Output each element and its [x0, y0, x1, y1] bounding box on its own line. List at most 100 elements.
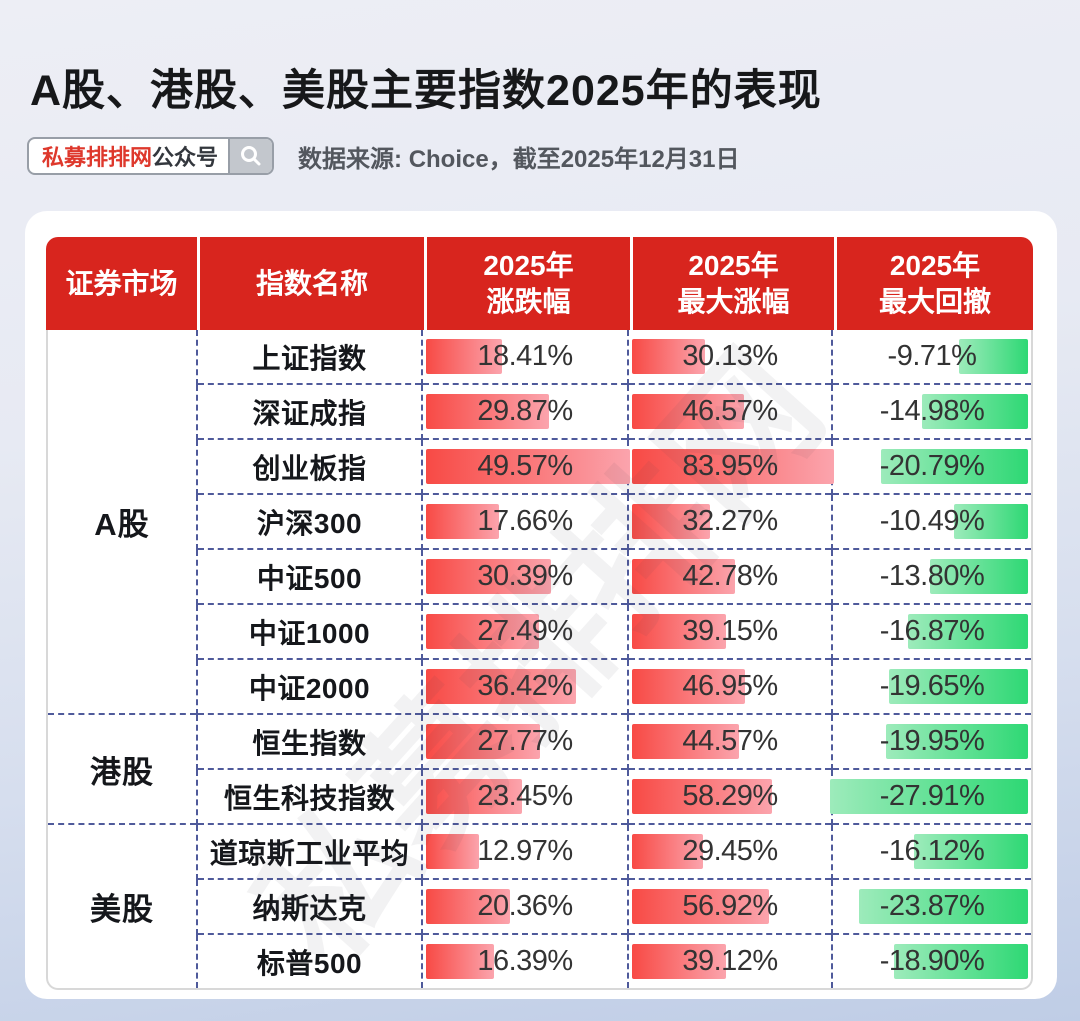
change-bar — [426, 339, 502, 374]
cell-change: 18.41% — [421, 330, 628, 384]
index-name: 恒生指数 — [196, 713, 422, 769]
cell-max-gain: 39.15% — [627, 603, 832, 659]
change-bar — [426, 724, 541, 759]
change-bar — [426, 449, 630, 484]
brand-name: 私募排排网 — [42, 145, 153, 170]
max-gain-bar — [632, 449, 834, 484]
drawdown-bar — [888, 669, 1028, 704]
table-row: 美股 道琼斯工业平均 12.97% 29.45% -16.12% — [48, 823, 1031, 988]
change-bar — [426, 669, 576, 704]
drawdown-bar — [830, 779, 1028, 814]
cell-change: 17.66% — [421, 493, 628, 549]
change-bar — [426, 944, 494, 979]
change-bar — [426, 614, 540, 649]
cell-max-gain: 29.45% — [627, 823, 832, 879]
table-header-row: 证券市场 指数名称 2025年 涨跌幅 2025年 最大涨幅 2025年 最大回撤 — [46, 237, 1033, 330]
index-performance-table: 证券市场 指数名称 2025年 涨跌幅 2025年 最大涨幅 2025年 最大回撤 A… — [46, 237, 1033, 990]
search-button[interactable] — [228, 139, 273, 173]
table-row: 中证2000 36.42% 46.95% -19.65% — [48, 658, 1031, 714]
cell-max-drawdown: -18.90% — [831, 933, 1031, 988]
change-bar — [426, 779, 523, 814]
drawdown-bar — [959, 339, 1028, 374]
index-name: 上证指数 — [196, 330, 422, 384]
table-row: 恒生科技指数 23.45% 58.29% -27.91% — [48, 768, 1031, 824]
drawdown-bar — [886, 724, 1028, 759]
index-name: 中证500 — [196, 548, 422, 604]
table-row: 纳斯达克 20.36% 56.92% -23.87% — [48, 878, 1031, 934]
max-gain-bar — [632, 779, 773, 814]
cell-change: 36.42% — [421, 658, 628, 714]
brand-badge-label: 私募排排网 公众号 — [29, 139, 228, 173]
index-name: 深证成指 — [196, 383, 422, 439]
cell-max-drawdown: -16.87% — [831, 603, 1031, 659]
cell-change: 23.45% — [421, 768, 628, 824]
table-card: 证券市场 指数名称 2025年 涨跌幅 2025年 最大涨幅 2025年 最大回撤 A… — [25, 211, 1057, 999]
data-source-note: 数据来源: Choice，截至2025年12月31日 — [298, 145, 740, 173]
cell-change: 30.39% — [421, 548, 628, 604]
cell-max-gain: 83.95% — [627, 438, 834, 494]
cell-max-drawdown: -19.95% — [831, 713, 1031, 769]
market-group-a-shares: A股 — [94, 507, 150, 542]
cell-max-gain: 58.29% — [627, 768, 832, 824]
cell-max-drawdown: -23.87% — [831, 878, 1031, 934]
page-title: A股、港股、美股主要指数2025年的表现 — [30, 67, 822, 115]
cell-max-drawdown: -13.80% — [831, 548, 1031, 604]
table-row: 标普500 16.39% 39.12% -18.90% — [48, 933, 1031, 988]
change-bar — [426, 504, 499, 539]
cell-change: 27.77% — [421, 713, 628, 769]
cell-max-gain: 56.92% — [627, 878, 832, 934]
table-row: 中证1000 27.49% 39.15% -16.87% — [48, 603, 1031, 659]
table-row: 沪深300 17.66% 32.27% -10.49% — [48, 493, 1031, 549]
header-max-gain: 2025年 最大涨幅 — [630, 237, 834, 330]
header-market: 证券市场 — [65, 267, 178, 299]
index-name: 沪深300 — [196, 493, 422, 549]
drawdown-bar — [913, 834, 1028, 869]
cell-max-gain: 46.57% — [627, 383, 832, 439]
index-name: 标普500 — [196, 933, 422, 988]
info-line: 私募排排网 公众号 数据来源: Choice，截至2025年12月31日 — [27, 137, 740, 175]
brand-badge: 私募排排网 公众号 — [27, 137, 275, 175]
index-name: 中证1000 — [196, 603, 422, 659]
max-gain-bar — [632, 834, 703, 869]
max-gain-bar — [632, 394, 745, 429]
max-gain-bar — [632, 339, 705, 374]
cell-max-gain: 46.95% — [627, 658, 832, 714]
cell-max-gain: 32.27% — [627, 493, 832, 549]
index-name: 中证2000 — [196, 658, 422, 714]
table-row: 创业板指 49.57% 83.95% -20.79% — [48, 438, 1031, 494]
cell-max-drawdown: -27.91% — [830, 768, 1031, 824]
cell-change: 20.36% — [421, 878, 628, 934]
index-name: 创业板指 — [196, 438, 422, 494]
cell-max-drawdown: -9.71% — [831, 330, 1031, 384]
header-index-name: 指数名称 — [197, 237, 424, 330]
drawdown-bar — [880, 449, 1028, 484]
max-gain-bar — [632, 614, 727, 649]
cell-max-drawdown: -14.98% — [831, 383, 1031, 439]
cell-max-drawdown: -20.79% — [831, 438, 1031, 494]
drawdown-bar — [858, 889, 1028, 924]
market-group-us: 美股 — [48, 823, 197, 988]
table-row: 深证成指 29.87% 46.57% -14.98% — [48, 383, 1031, 439]
change-bar — [426, 394, 549, 429]
cell-change: 49.57% — [421, 438, 630, 494]
table-row: A股 上证指数 18.41% 30.13% -9.71% — [48, 330, 1031, 542]
cell-max-drawdown: -10.49% — [831, 493, 1031, 549]
table-body: A股 上证指数 18.41% 30.13% -9.71% 深证成指 29.87%… — [46, 330, 1033, 990]
change-bar — [426, 889, 510, 924]
header-max-drawdown: 2025年 最大回撤 — [834, 237, 1033, 330]
table-row: 港股 恒生指数 27.77% 44.57% -19.95% — [48, 713, 1031, 824]
drawdown-bar — [953, 504, 1028, 539]
header-change: 2025年 涨跌幅 — [424, 237, 630, 330]
search-icon — [239, 144, 263, 168]
cell-change: 27.49% — [421, 603, 628, 659]
cell-max-drawdown: -16.12% — [831, 823, 1031, 879]
drawdown-bar — [930, 559, 1028, 594]
cell-max-gain: 39.12% — [627, 933, 832, 988]
cell-max-gain: 30.13% — [627, 330, 832, 384]
cell-change: 29.87% — [421, 383, 628, 439]
index-name: 道琼斯工业平均 — [196, 823, 422, 879]
max-gain-bar — [632, 944, 727, 979]
max-gain-bar — [632, 559, 736, 594]
drawdown-bar — [893, 944, 1028, 979]
